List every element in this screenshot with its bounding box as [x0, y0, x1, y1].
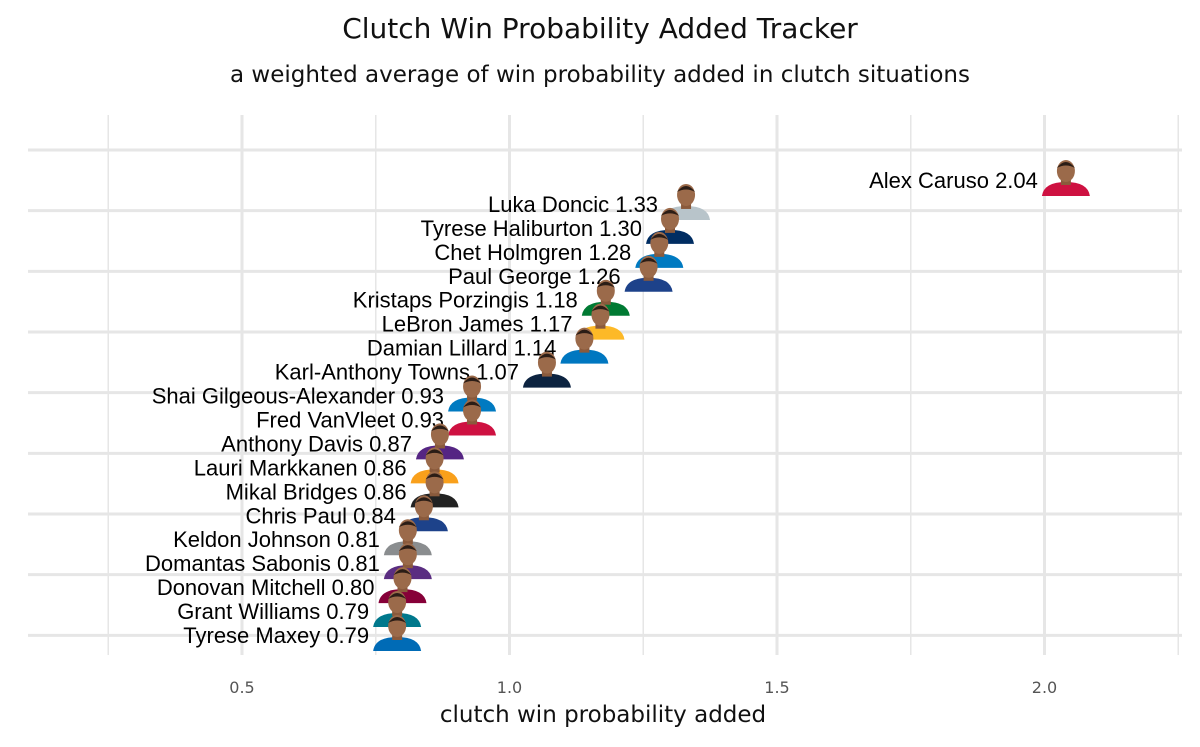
player-label: Tyrese Haliburton 1.30	[421, 216, 642, 241]
player-point: Donovan Mitchell 0.80	[157, 567, 427, 604]
x-tick-label: 0.5	[229, 678, 254, 697]
chart-title: Clutch Win Probability Added Tracker	[342, 12, 858, 45]
player-label: Tyrese Maxey 0.79	[183, 623, 369, 648]
player-headshot-icon	[560, 327, 609, 364]
player-point: Keldon Johnson 0.81	[173, 519, 432, 556]
player-point: Alex Caruso 2.04	[869, 160, 1090, 196]
player-label: Mikal Bridges 0.86	[226, 479, 407, 504]
player-point: Fred VanVleet 0.93	[256, 399, 497, 436]
player-label: Domantas Sabonis 0.81	[145, 551, 380, 576]
player-point: Tyrese Maxey 0.79	[183, 615, 422, 651]
player-point: Lauri Markkanen 0.86	[194, 447, 459, 484]
player-label: Lauri Markkanen 0.86	[194, 455, 407, 480]
player-label: Damian Lillard 1.14	[367, 336, 557, 361]
x-tick-label: 2.0	[1032, 678, 1057, 697]
player-point: Damian Lillard 1.14	[367, 327, 609, 364]
player-point: Paul George 1.26	[448, 255, 673, 292]
player-point: Tyrese Haliburton 1.30	[421, 207, 694, 244]
player-label: Kristaps Porzingis 1.18	[353, 288, 578, 313]
x-tick-label: 1.0	[497, 678, 522, 697]
player-label: Paul George 1.26	[448, 264, 620, 289]
player-label: LeBron James 1.17	[382, 312, 573, 337]
player-headshot-icon	[373, 615, 422, 651]
player-point: Luka Doncic 1.33	[488, 183, 711, 220]
player-headshot-icon	[1041, 160, 1090, 196]
grid	[28, 115, 1182, 655]
player-headshot-icon	[448, 399, 497, 436]
x-tick-label: 1.5	[764, 678, 789, 697]
x-axis-ticks: 0.5 1.0 1.5 2.0	[229, 678, 1057, 697]
player-label: Chris Paul 0.84	[245, 503, 395, 528]
x-axis-title: clutch win probability added	[440, 702, 766, 728]
player-point: Kristaps Porzingis 1.18	[353, 279, 630, 316]
player-headshot-icon	[522, 351, 571, 388]
player-label: Donovan Mitchell 0.80	[157, 575, 375, 600]
player-label: Shai Gilgeous-Alexander 0.93	[152, 384, 444, 409]
player-label: Anthony Davis 0.87	[221, 431, 412, 456]
player-label: Keldon Johnson 0.81	[173, 527, 380, 552]
chart-subtitle: a weighted average of win probability ad…	[230, 62, 970, 88]
player-label: Luka Doncic 1.33	[488, 192, 658, 217]
player-label: Karl-Anthony Towns 1.07	[275, 360, 519, 385]
player-headshot-icon	[624, 255, 673, 292]
player-label: Alex Caruso 2.04	[869, 168, 1038, 193]
player-label: Chet Holmgren 1.28	[434, 240, 631, 265]
player-label: Grant Williams 0.79	[177, 599, 369, 624]
player-point: Chet Holmgren 1.28	[434, 231, 684, 268]
player-label: Fred VanVleet 0.93	[256, 407, 444, 432]
